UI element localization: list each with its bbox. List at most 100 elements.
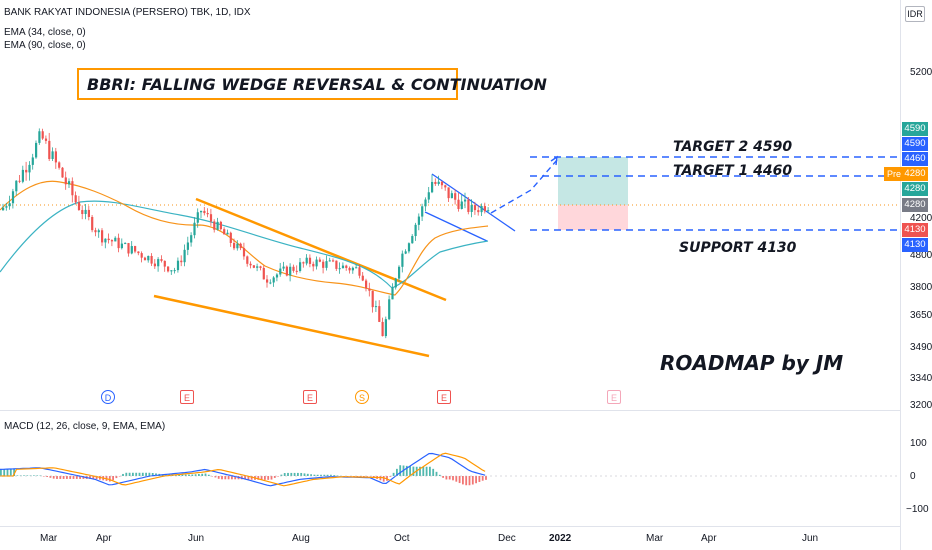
earnings-event-icon[interactable]: E bbox=[303, 390, 317, 404]
candle-body bbox=[325, 261, 328, 268]
future-earnings-icon[interactable]: E bbox=[607, 390, 621, 404]
candle-body bbox=[417, 216, 420, 225]
candle-body bbox=[130, 246, 133, 254]
candle-body bbox=[434, 181, 437, 184]
candle-body bbox=[160, 259, 163, 261]
candle-body bbox=[285, 266, 288, 276]
time-label: Aug bbox=[292, 533, 310, 544]
candle-body bbox=[252, 265, 255, 268]
macd-tick: 0 bbox=[910, 471, 916, 482]
earnings-event-icon[interactable]: E bbox=[180, 390, 194, 404]
candle-body bbox=[219, 221, 222, 230]
macd-histogram-bar bbox=[333, 475, 336, 476]
candle-body bbox=[421, 206, 424, 217]
split-event-icon[interactable]: S bbox=[355, 390, 369, 404]
macd-histogram-bar bbox=[442, 476, 444, 478]
candle-body bbox=[54, 151, 57, 163]
macd-histogram-bar bbox=[412, 466, 415, 476]
premarket-price-badge: 4280 bbox=[902, 167, 928, 181]
candle-body bbox=[338, 268, 341, 270]
candle-body bbox=[213, 221, 216, 230]
macd-histogram-bar bbox=[108, 476, 111, 482]
macd-histogram-bar bbox=[227, 476, 230, 480]
candle-body bbox=[239, 243, 242, 249]
earnings-event-icon[interactable]: E bbox=[437, 390, 451, 404]
candle-body bbox=[170, 270, 173, 272]
candle-body bbox=[216, 221, 219, 230]
macd-histogram-bar bbox=[429, 466, 431, 476]
candle-body bbox=[378, 306, 381, 322]
candle-body bbox=[437, 181, 440, 184]
candle-body bbox=[81, 210, 84, 215]
candle-body bbox=[28, 164, 31, 173]
candle-body bbox=[124, 243, 127, 245]
dividend-event-icon[interactable]: D bbox=[101, 390, 115, 404]
macd-histogram-bar bbox=[138, 472, 141, 476]
candle-body bbox=[242, 248, 246, 257]
macd-histogram-bar bbox=[379, 476, 382, 481]
candle-body bbox=[51, 151, 54, 159]
title-box bbox=[77, 68, 458, 100]
candle-body bbox=[355, 267, 358, 269]
macd-histogram-bar bbox=[458, 476, 461, 484]
macd-histogram-bar bbox=[399, 465, 402, 476]
candle-body bbox=[137, 251, 140, 254]
macd-histogram-bar bbox=[353, 476, 355, 477]
macd-histogram-bar bbox=[69, 476, 72, 479]
macd-histogram-bar bbox=[6, 469, 9, 476]
macd-histogram-bar bbox=[277, 476, 279, 477]
candle-body bbox=[77, 202, 81, 211]
macd-histogram-bar bbox=[204, 473, 207, 476]
candle-body bbox=[167, 266, 170, 272]
ema90-legend[interactable]: EMA (90, close, 0) bbox=[4, 40, 86, 51]
candle-body bbox=[384, 319, 387, 337]
price-tick: 4200 bbox=[910, 213, 932, 224]
macd-histogram-bar bbox=[62, 476, 65, 479]
candle-body bbox=[229, 232, 232, 243]
price-badge-high: 4590 bbox=[902, 122, 928, 136]
macd-histogram-bar bbox=[16, 475, 19, 476]
macd-histogram-bar bbox=[468, 476, 471, 486]
candle-body bbox=[345, 265, 348, 268]
ema34-legend[interactable]: EMA (34, close, 0) bbox=[4, 27, 86, 38]
candle-body bbox=[299, 262, 302, 271]
candle-body bbox=[308, 257, 312, 264]
candle-body bbox=[450, 193, 453, 199]
candle-body bbox=[21, 169, 24, 182]
macd-histogram-bar bbox=[112, 476, 114, 481]
candle-body bbox=[140, 253, 143, 258]
candle-body bbox=[114, 237, 117, 242]
candle-body bbox=[2, 207, 5, 211]
candle-body bbox=[183, 249, 186, 263]
macd-histogram-bar bbox=[29, 475, 32, 476]
time-label: Oct bbox=[394, 533, 410, 544]
macd-histogram-bar bbox=[336, 475, 339, 477]
macd-histogram-bar bbox=[33, 475, 35, 476]
candle-body bbox=[120, 243, 123, 249]
candle-body bbox=[153, 263, 156, 267]
macd-histogram-bar bbox=[92, 476, 95, 479]
candle-body bbox=[292, 266, 295, 271]
candle-body bbox=[64, 177, 67, 185]
candle-body bbox=[431, 181, 434, 193]
candle-body bbox=[127, 243, 130, 254]
macd-histogram-bar bbox=[485, 476, 487, 480]
macd-histogram-bar bbox=[26, 475, 29, 476]
candle-body bbox=[200, 210, 203, 213]
candle-body bbox=[190, 235, 193, 243]
macd-histogram-bar bbox=[270, 476, 273, 480]
time-label: 2022 bbox=[549, 533, 572, 544]
candle-body bbox=[249, 263, 252, 266]
candle-body bbox=[374, 306, 378, 308]
candle-body bbox=[440, 181, 444, 186]
macd-histogram-bar bbox=[326, 474, 329, 476]
symbol-title[interactable]: BANK RAKYAT INDONESIA (PERSERO) TBK, 1D,… bbox=[4, 7, 251, 18]
candle-body bbox=[15, 180, 18, 192]
currency-badge[interactable]: IDR bbox=[905, 6, 925, 22]
candle-body bbox=[467, 199, 470, 212]
price-badge-close: 4280 bbox=[902, 198, 928, 212]
event-letter: E bbox=[306, 393, 313, 403]
macd-legend[interactable]: MACD (12, 26, close, 9, EMA, EMA) bbox=[4, 421, 166, 432]
candle-body bbox=[473, 205, 477, 211]
